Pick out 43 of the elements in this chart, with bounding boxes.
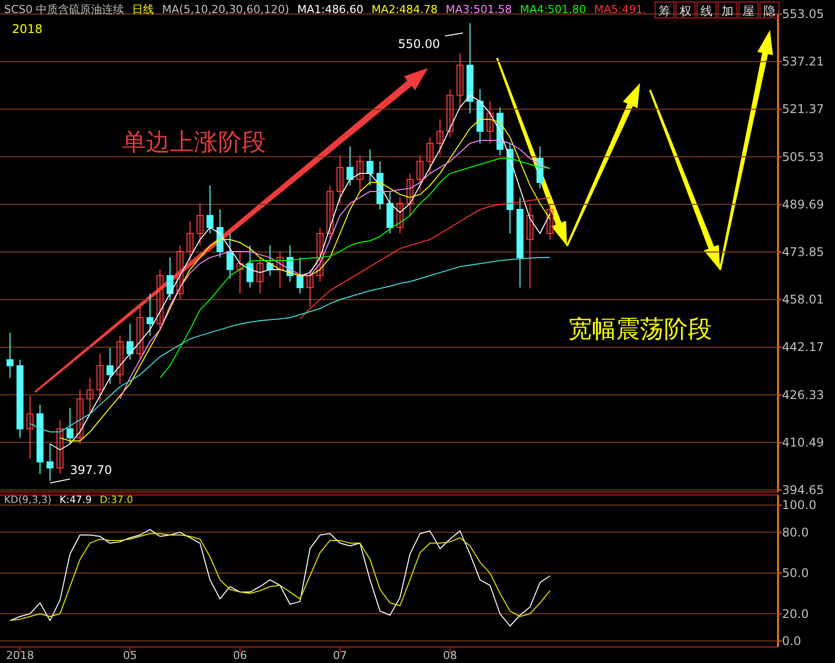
legend-title: MA(5,10,20,30,60,120) (162, 3, 290, 16)
y-tick-label: 50.0 (782, 566, 809, 580)
x-tick-label: 06 (233, 649, 247, 662)
y-tick-label: 521.37 (782, 102, 824, 116)
y-tick-label: 426.33 (782, 388, 824, 402)
y-tick-label: 100.0 (782, 498, 816, 512)
text: 权 (678, 4, 692, 18)
y-tick-label: 410.49 (782, 435, 824, 450)
text: MA2:484.78 (371, 3, 438, 16)
text: D:37.0 (100, 495, 134, 506)
text: MA4:501.80 (520, 3, 586, 16)
chart-title: SCS0 中质含硫原油连续 (4, 3, 124, 16)
y-tick-label: 80.0 (782, 525, 809, 540)
y-tick-label: 458.01 (782, 292, 824, 307)
y-tick-label: 473.85 (782, 245, 824, 259)
y-tick-label: 0.0 (782, 634, 802, 648)
y-tick-label: 537.21 (782, 54, 824, 69)
text: MA5:491. (594, 3, 646, 16)
text: MA3:501.58 (446, 3, 512, 16)
x-tick-label: 2018 (6, 649, 34, 662)
text: 屋 (742, 4, 754, 18)
y-tick-label: 553.05 (782, 7, 824, 21)
text: 隐 (764, 4, 776, 18)
text: K:47.9 (60, 495, 92, 506)
x-tick-label: 05 (123, 649, 137, 662)
x-tick-label: 08 (443, 649, 457, 662)
text: 宽幅震荡阶段 (568, 315, 712, 343)
y-tick-label: 489.69 (782, 197, 824, 212)
y-tick-label: 505.53 (782, 150, 824, 164)
y-tick-label: 20.0 (782, 606, 809, 621)
chart-title: KD(9,3,3) (4, 495, 52, 506)
x-tick-label: 07 (333, 649, 347, 662)
text: MA1:486.60 (297, 3, 364, 16)
annotation: 2018 (12, 22, 43, 36)
text: 筹 (658, 4, 670, 18)
annotation: 单边上涨阶段 (122, 128, 266, 156)
text: 线 (700, 4, 712, 18)
annotation: 550.00 (398, 37, 440, 51)
y-tick-label: 394.65 (782, 483, 824, 497)
chart-subtitle: 日线 (132, 3, 154, 16)
y-tick-label: 442.17 (782, 340, 824, 354)
text: 加 (722, 4, 734, 18)
annotation: 397.70 (70, 463, 112, 477)
